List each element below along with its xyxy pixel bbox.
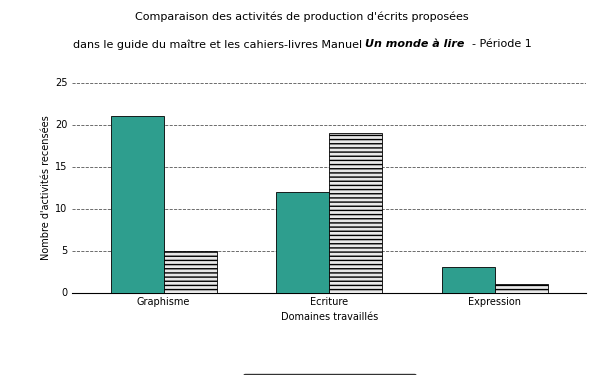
Y-axis label: Nombre d'activités recensées: Nombre d'activités recensées bbox=[41, 115, 51, 260]
X-axis label: Domaines travaillés: Domaines travaillés bbox=[280, 312, 378, 321]
Text: - Période 1: - Période 1 bbox=[464, 39, 532, 50]
Bar bbox=[164, 251, 217, 292]
Bar bbox=[329, 133, 382, 292]
Legend: Cahiers-livres, guide du maître: Cahiers-livres, guide du maître bbox=[243, 374, 416, 375]
Text: dans le guide du maître et les cahiers-livres Manuel: dans le guide du maître et les cahiers-l… bbox=[72, 39, 365, 50]
Bar bbox=[276, 192, 329, 292]
Bar bbox=[111, 116, 164, 292]
Bar bbox=[442, 267, 495, 292]
Bar bbox=[495, 284, 548, 292]
Text: Comparaison des activités de production d'écrits proposées: Comparaison des activités de production … bbox=[135, 11, 469, 22]
Text: Un monde à lire: Un monde à lire bbox=[365, 39, 464, 50]
